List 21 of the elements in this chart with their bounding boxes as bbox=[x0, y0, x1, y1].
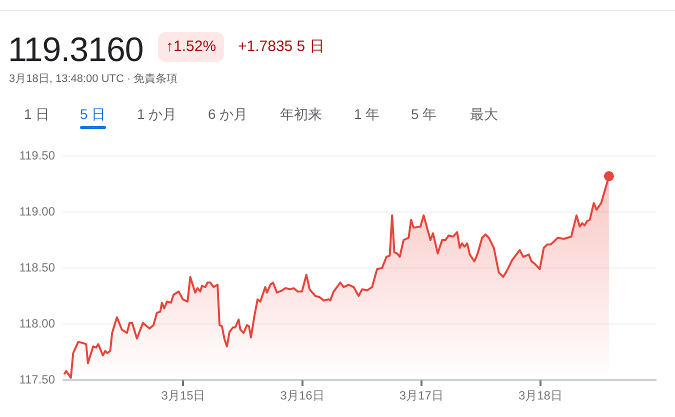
y-tick-label: 119.50 bbox=[19, 148, 56, 162]
text: 6 か月 bbox=[208, 106, 248, 122]
text: ↑1.52% bbox=[158, 32, 224, 62]
text: 5 年 bbox=[411, 106, 437, 122]
chart-subtitle: 3月18日, 13:48:00 UTC · 免責条項 bbox=[9, 72, 178, 86]
text: 年初来 bbox=[280, 106, 322, 122]
text: 5 日 bbox=[80, 106, 106, 122]
y-tick-label: 118.50 bbox=[19, 260, 56, 274]
chart-title: 119.3160 bbox=[8, 30, 144, 70]
x-tick-label: 3月15日 bbox=[161, 388, 206, 403]
text: 1 年 bbox=[354, 106, 380, 122]
text: +1.7835 5 日 bbox=[238, 37, 324, 57]
y-tick-label: 118.00 bbox=[19, 316, 56, 330]
text: 最大 bbox=[470, 106, 498, 122]
text: 1 か月 bbox=[137, 106, 177, 122]
x-tick-label: 3月17日 bbox=[399, 388, 444, 403]
y-tick-label: 117.50 bbox=[19, 372, 56, 386]
x-tick-label: 3月18日 bbox=[518, 388, 562, 403]
text: 1 日 bbox=[24, 106, 50, 122]
x-tick-label: 3月16日 bbox=[280, 388, 324, 403]
y-tick-label: 119.00 bbox=[19, 204, 56, 218]
